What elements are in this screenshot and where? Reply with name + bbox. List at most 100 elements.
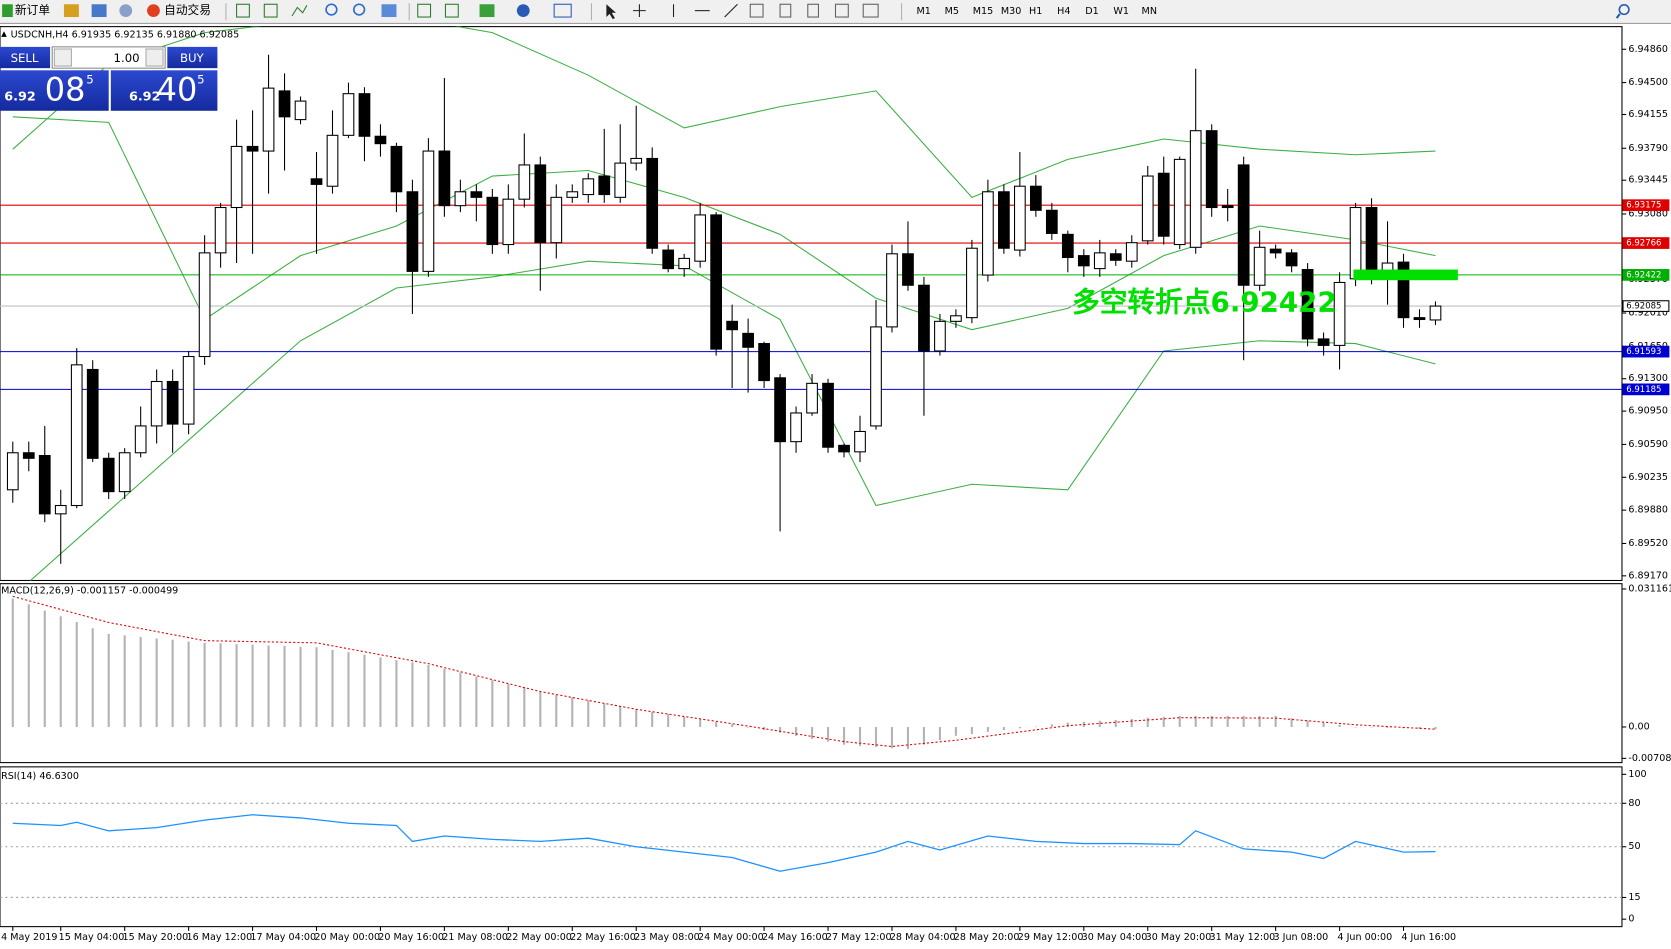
timeframe-button[interactable]: M15 (973, 6, 993, 17)
zoom-in-icon[interactable] (325, 3, 338, 16)
macd-bar (635, 709, 638, 727)
tool-icon[interactable] (779, 3, 792, 18)
macd-bar (667, 714, 670, 727)
macd-bar (1018, 726, 1021, 729)
candle-body (582, 178, 595, 196)
candle-body (438, 150, 451, 207)
macd-bar (1322, 722, 1325, 727)
x-tick-label: 4 Jun 00:00 (1337, 932, 1392, 943)
level-tag-label: 6.91185 (1626, 385, 1661, 395)
candle-body (1109, 253, 1122, 261)
buy-button[interactable] (167, 46, 218, 69)
macd-bar (890, 726, 894, 749)
y-tick-label: 6.94500 (1628, 77, 1668, 88)
lot-increase[interactable] (145, 48, 164, 67)
timeframe-button[interactable]: M5 (945, 6, 959, 17)
macd-bar (922, 726, 926, 745)
macd-bar (1242, 715, 1245, 727)
lot-input[interactable] (51, 46, 166, 69)
crosshair-icon[interactable] (633, 4, 646, 18)
candle-body (1317, 338, 1330, 346)
sell-button[interactable] (0, 46, 51, 69)
auto-trading-button[interactable]: 自动交易 (147, 3, 211, 17)
candle-body (246, 145, 259, 152)
macd-bar (443, 668, 446, 727)
macd-bar (1098, 720, 1101, 727)
tool-icon[interactable] (862, 3, 879, 18)
new-order-button[interactable]: 新订单 (2, 3, 50, 17)
tool-icon[interactable] (553, 3, 572, 18)
timeframe-button[interactable]: H1 (1029, 6, 1042, 17)
macd-bar (1226, 715, 1229, 727)
tool-icon[interactable] (291, 5, 308, 17)
search-icon[interactable] (1618, 3, 1630, 16)
macd-bar (1178, 715, 1181, 727)
tool-icon[interactable] (263, 3, 278, 18)
x-tick-label: 4 May 2019 (1, 932, 57, 943)
tool-icon[interactable] (236, 3, 250, 18)
level-tag (1622, 300, 1670, 312)
trendline-icon[interactable] (724, 3, 738, 18)
lot-decrease[interactable] (53, 48, 72, 67)
candle-body (54, 504, 67, 515)
cursor-icon[interactable] (606, 4, 616, 20)
candle-body (710, 214, 723, 350)
tool-icon[interactable] (381, 4, 397, 18)
level-tag (1622, 237, 1670, 249)
tool-icon[interactable] (417, 3, 432, 18)
macd-bar (1386, 726, 1389, 728)
macd-bar (171, 639, 174, 727)
candle-body (662, 249, 675, 270)
macd-bar (107, 633, 110, 727)
y-tick-label: 6.90950 (1628, 406, 1668, 417)
candle-body (294, 100, 307, 121)
new-order-label: 新订单 (15, 3, 50, 17)
macd-bar (1194, 715, 1197, 727)
zoom-out-icon[interactable] (353, 3, 366, 16)
tool-icon[interactable] (749, 3, 764, 18)
x-tick-label: 30 May 20:00 (1146, 932, 1212, 943)
tool-icon[interactable] (516, 4, 530, 18)
level-tag-label: 6.93175 (1626, 201, 1661, 211)
candle-body (1173, 158, 1186, 246)
tool-icon[interactable] (119, 4, 133, 18)
timeframe-button[interactable]: H4 (1057, 6, 1070, 17)
tool-icon[interactable] (479, 4, 495, 18)
tool-icon[interactable] (63, 4, 79, 18)
candle-body (630, 157, 643, 164)
macd-bar (747, 726, 750, 728)
y-tick-label: 0 (1628, 914, 1634, 925)
buy-label: BUY (180, 51, 205, 65)
timeframe-button[interactable]: W1 (1113, 6, 1129, 17)
tool-icon[interactable] (444, 3, 459, 18)
tool-icon[interactable] (91, 4, 107, 18)
tool-icon[interactable] (834, 3, 849, 18)
timeframe-button[interactable]: D1 (1085, 6, 1098, 17)
y-tick-label: 6.89880 (1628, 505, 1668, 516)
macd-bar (826, 726, 830, 742)
candle-body (390, 145, 403, 193)
macd-bar (123, 635, 126, 727)
macd-bar (842, 726, 846, 745)
candle-body (134, 425, 147, 454)
candle-body (614, 162, 627, 198)
macd-bar (347, 652, 350, 727)
macd-bar (379, 657, 382, 727)
pivot-marker (1353, 269, 1458, 281)
candle-body (838, 444, 850, 453)
macd-bar (1114, 719, 1117, 727)
x-tick-label: 20 May 00:00 (314, 932, 380, 943)
candle-body (966, 247, 978, 319)
macd-bar (555, 694, 558, 727)
macd-bar (203, 642, 206, 727)
timeframe-button[interactable]: M1 (916, 6, 930, 17)
buy-price-box[interactable] (110, 70, 218, 111)
candle-body (566, 191, 579, 198)
timeframe-button[interactable]: MN (1142, 6, 1157, 17)
sell-price-box[interactable] (0, 70, 109, 111)
tool-icon[interactable] (807, 3, 819, 18)
macd-bar (1130, 719, 1133, 727)
y-tick-label: 0.00 (1628, 721, 1649, 732)
macd-bar (331, 649, 334, 727)
timeframe-button[interactable]: M30 (1001, 6, 1021, 17)
